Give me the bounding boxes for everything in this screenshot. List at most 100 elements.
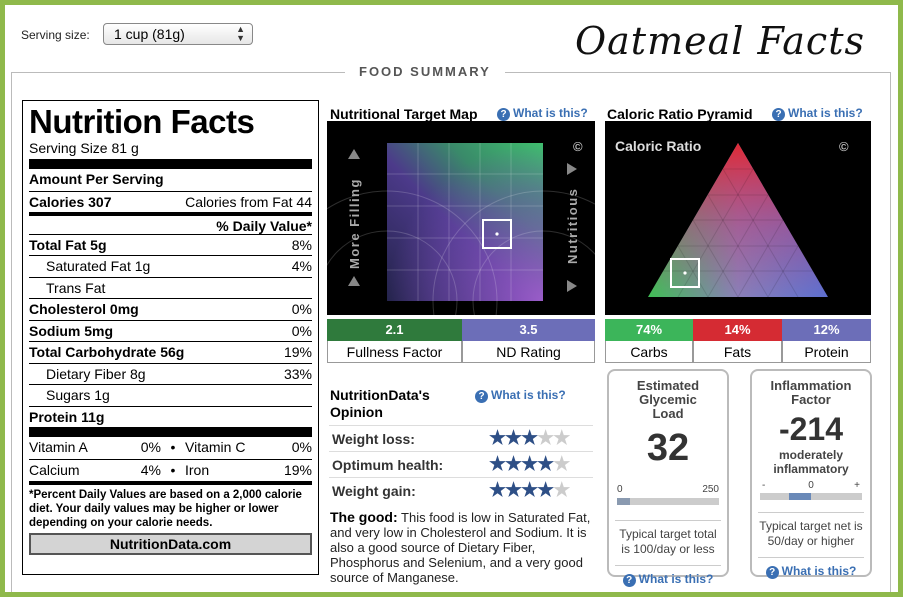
- the-good-text: The good: This food is low in Saturated …: [330, 509, 591, 586]
- inflammation-scale: - 0 +: [760, 480, 862, 504]
- vitamin-name: Iron: [185, 461, 210, 478]
- calories-from-fat: Calories from Fat 44: [185, 193, 312, 210]
- serving-size-line: Serving Size 81 g: [29, 140, 139, 156]
- pyramid-graphic: Caloric Ratio ©: [615, 138, 849, 298]
- opinion-label: Optimum health:: [332, 457, 444, 473]
- opinion-row: Weight gain: ★★★★★: [329, 477, 593, 503]
- pyramid-marker-dot: [683, 271, 687, 275]
- target-map-score-labels: Fullness Factor ND Rating: [327, 341, 595, 363]
- amount-per-serving: Amount Per Serving: [29, 171, 164, 187]
- nutrient-row: Trans Fat: [29, 276, 312, 299]
- nutrient-row: Total Fat 5g 8%: [29, 233, 312, 256]
- nutrient-label: Protein 11g: [29, 408, 105, 425]
- opinion-label: Weight gain:: [332, 483, 416, 499]
- page-title: Oatmeal Facts: [575, 19, 865, 63]
- inflammation-help-link[interactable]: ? What is this?: [758, 557, 864, 579]
- pyramid-score-labels: Carbs Fats Protein: [605, 341, 871, 363]
- star-icon: ★: [505, 480, 522, 501]
- vitamin-row: Calcium 4% • Iron 19%: [29, 458, 312, 481]
- vitamin-name: Vitamin C: [185, 439, 246, 455]
- thick-divider: [29, 159, 312, 169]
- nutrient-label: Total Carbohydrate 56g: [29, 344, 185, 360]
- vitamin-name: Calcium: [29, 461, 80, 478]
- help-icon: ?: [765, 566, 779, 579]
- thick-divider: [29, 427, 312, 437]
- glycemic-load-value: 32: [646, 427, 690, 469]
- daily-value-note: *Percent Daily Values are based on a 2,0…: [29, 489, 302, 529]
- pyramid-scores: 74% 14% 12%: [605, 319, 871, 341]
- target-map-scores: 2.1 3.5: [327, 319, 595, 341]
- nutrient-rows: Total Fat 5g 8% Saturated Fat 1g 4% Trans Fa…: [29, 233, 312, 428]
- vitamin-dv: 0%: [291, 439, 312, 455]
- star-icon: ★: [537, 480, 554, 501]
- star-icon: ★: [553, 428, 570, 449]
- nutrient-row: Cholesterol 0mg 0%: [29, 298, 312, 320]
- nutritiondata-link[interactable]: NutritionData.com: [29, 533, 312, 555]
- vitamin-dv: 19%: [283, 461, 312, 478]
- serving-size-select[interactable]: 1 cup (81g) ▲ ▼: [103, 23, 253, 45]
- serving-size-value: 1 cup (81g): [114, 26, 185, 42]
- nutrient-row: Dietary Fiber 8g 33%: [29, 362, 312, 385]
- nd-rating-label: ND Rating: [462, 341, 595, 363]
- select-arrows-icon: ▲ ▼: [236, 24, 245, 43]
- inflammation-target-text: Typical target net is 50/day or higher: [758, 512, 864, 549]
- nutrient-label: Total Fat 5g: [29, 236, 107, 253]
- nutrient-label: Trans Fat: [46, 279, 106, 296]
- vitamin-name: Vitamin A: [29, 439, 88, 455]
- target-map-help-link[interactable]: ? What is this?: [497, 106, 588, 121]
- nutrient-daily-value: 0%: [291, 301, 312, 317]
- bullet-separator: •: [170, 461, 176, 478]
- opinion-row: Optimum health: ★★★★★: [329, 451, 593, 477]
- nd-rating-value: 3.5: [462, 319, 595, 341]
- target-map-graphic: © More Filling Nutritious: [276, 139, 654, 412]
- opinion-label: Weight loss:: [332, 431, 415, 447]
- nutrient-row: Total Carbohydrate 56g 19%: [29, 341, 312, 363]
- star-icon: ★: [505, 428, 522, 449]
- help-icon: ?: [475, 390, 488, 403]
- fullness-factor-label: Fullness Factor: [327, 341, 462, 363]
- glycemic-load-card: Estimated Glycemic Load 32 0 250 Typical…: [607, 369, 729, 587]
- star-icon: ★: [489, 480, 506, 501]
- more-filling-label: More Filling: [347, 178, 362, 269]
- daily-value-header: % Daily Value*: [29, 212, 312, 234]
- glycemic-bar-track: [617, 498, 719, 505]
- opinion-title: NutritionData's Opinion: [330, 387, 430, 420]
- inflammation-bar-track: [760, 493, 862, 500]
- nutrient-daily-value: 0%: [291, 322, 312, 339]
- nutrition-facts-label: Nutrition Facts Serving Size 81 g Amount…: [22, 100, 319, 575]
- glycemic-help-link[interactable]: ? What is this?: [615, 565, 721, 587]
- inflammation-title: Inflammation Factor: [770, 378, 852, 407]
- opinion-row: Weight loss: ★★★★★: [329, 425, 593, 451]
- pyramid-help-link[interactable]: ? What is this?: [772, 106, 863, 121]
- nutrient-label: Cholesterol 0mg: [29, 301, 139, 317]
- star-icon: ★: [521, 480, 538, 501]
- carbs-label: Carbs: [605, 341, 693, 363]
- fats-value: 14%: [693, 319, 782, 341]
- copyright-icon: ©: [839, 139, 849, 154]
- inflammation-factor-card: Inflammation Factor -214 moderately infl…: [750, 369, 872, 579]
- calories-row: Calories 307 Calories from Fat 44: [29, 190, 312, 213]
- nutrient-row: Sodium 5mg 0%: [29, 319, 312, 342]
- page-frame: Serving size: 1 cup (81g) ▲ ▼ Oatmeal Fac…: [5, 5, 898, 592]
- inflammation-value: -214: [778, 411, 844, 447]
- nutrient-label: Dietary Fiber 8g: [46, 365, 146, 382]
- nutrient-daily-value: 19%: [283, 344, 312, 360]
- target-map-title: Nutritional Target Map: [330, 106, 478, 122]
- vitamin-dv: 4%: [140, 461, 161, 478]
- star-icon: ★: [537, 454, 554, 475]
- caloric-ratio-pyramid: Caloric Ratio ©: [605, 121, 871, 315]
- inflammation-desc: moderately inflammatory: [773, 448, 849, 476]
- serving-size-label: Serving size:: [21, 28, 90, 42]
- target-map-marker-dot: [495, 232, 499, 236]
- nutrient-daily-value: 4%: [291, 258, 312, 274]
- inflammation-bar-fill: [788, 493, 811, 500]
- left-axis-arrows: [348, 149, 360, 286]
- nutrient-label: Saturated Fat 1g: [46, 258, 151, 274]
- opinion-help-link[interactable]: ? What is this?: [475, 388, 566, 403]
- star-icon: ★: [521, 428, 538, 449]
- caloric-ratio-label: Caloric Ratio: [615, 138, 701, 154]
- protein-label: Protein: [782, 341, 871, 363]
- star-icon: ★: [489, 428, 506, 449]
- nutrition-facts-title: Nutrition Facts: [29, 103, 255, 140]
- star-icon: ★: [553, 480, 570, 501]
